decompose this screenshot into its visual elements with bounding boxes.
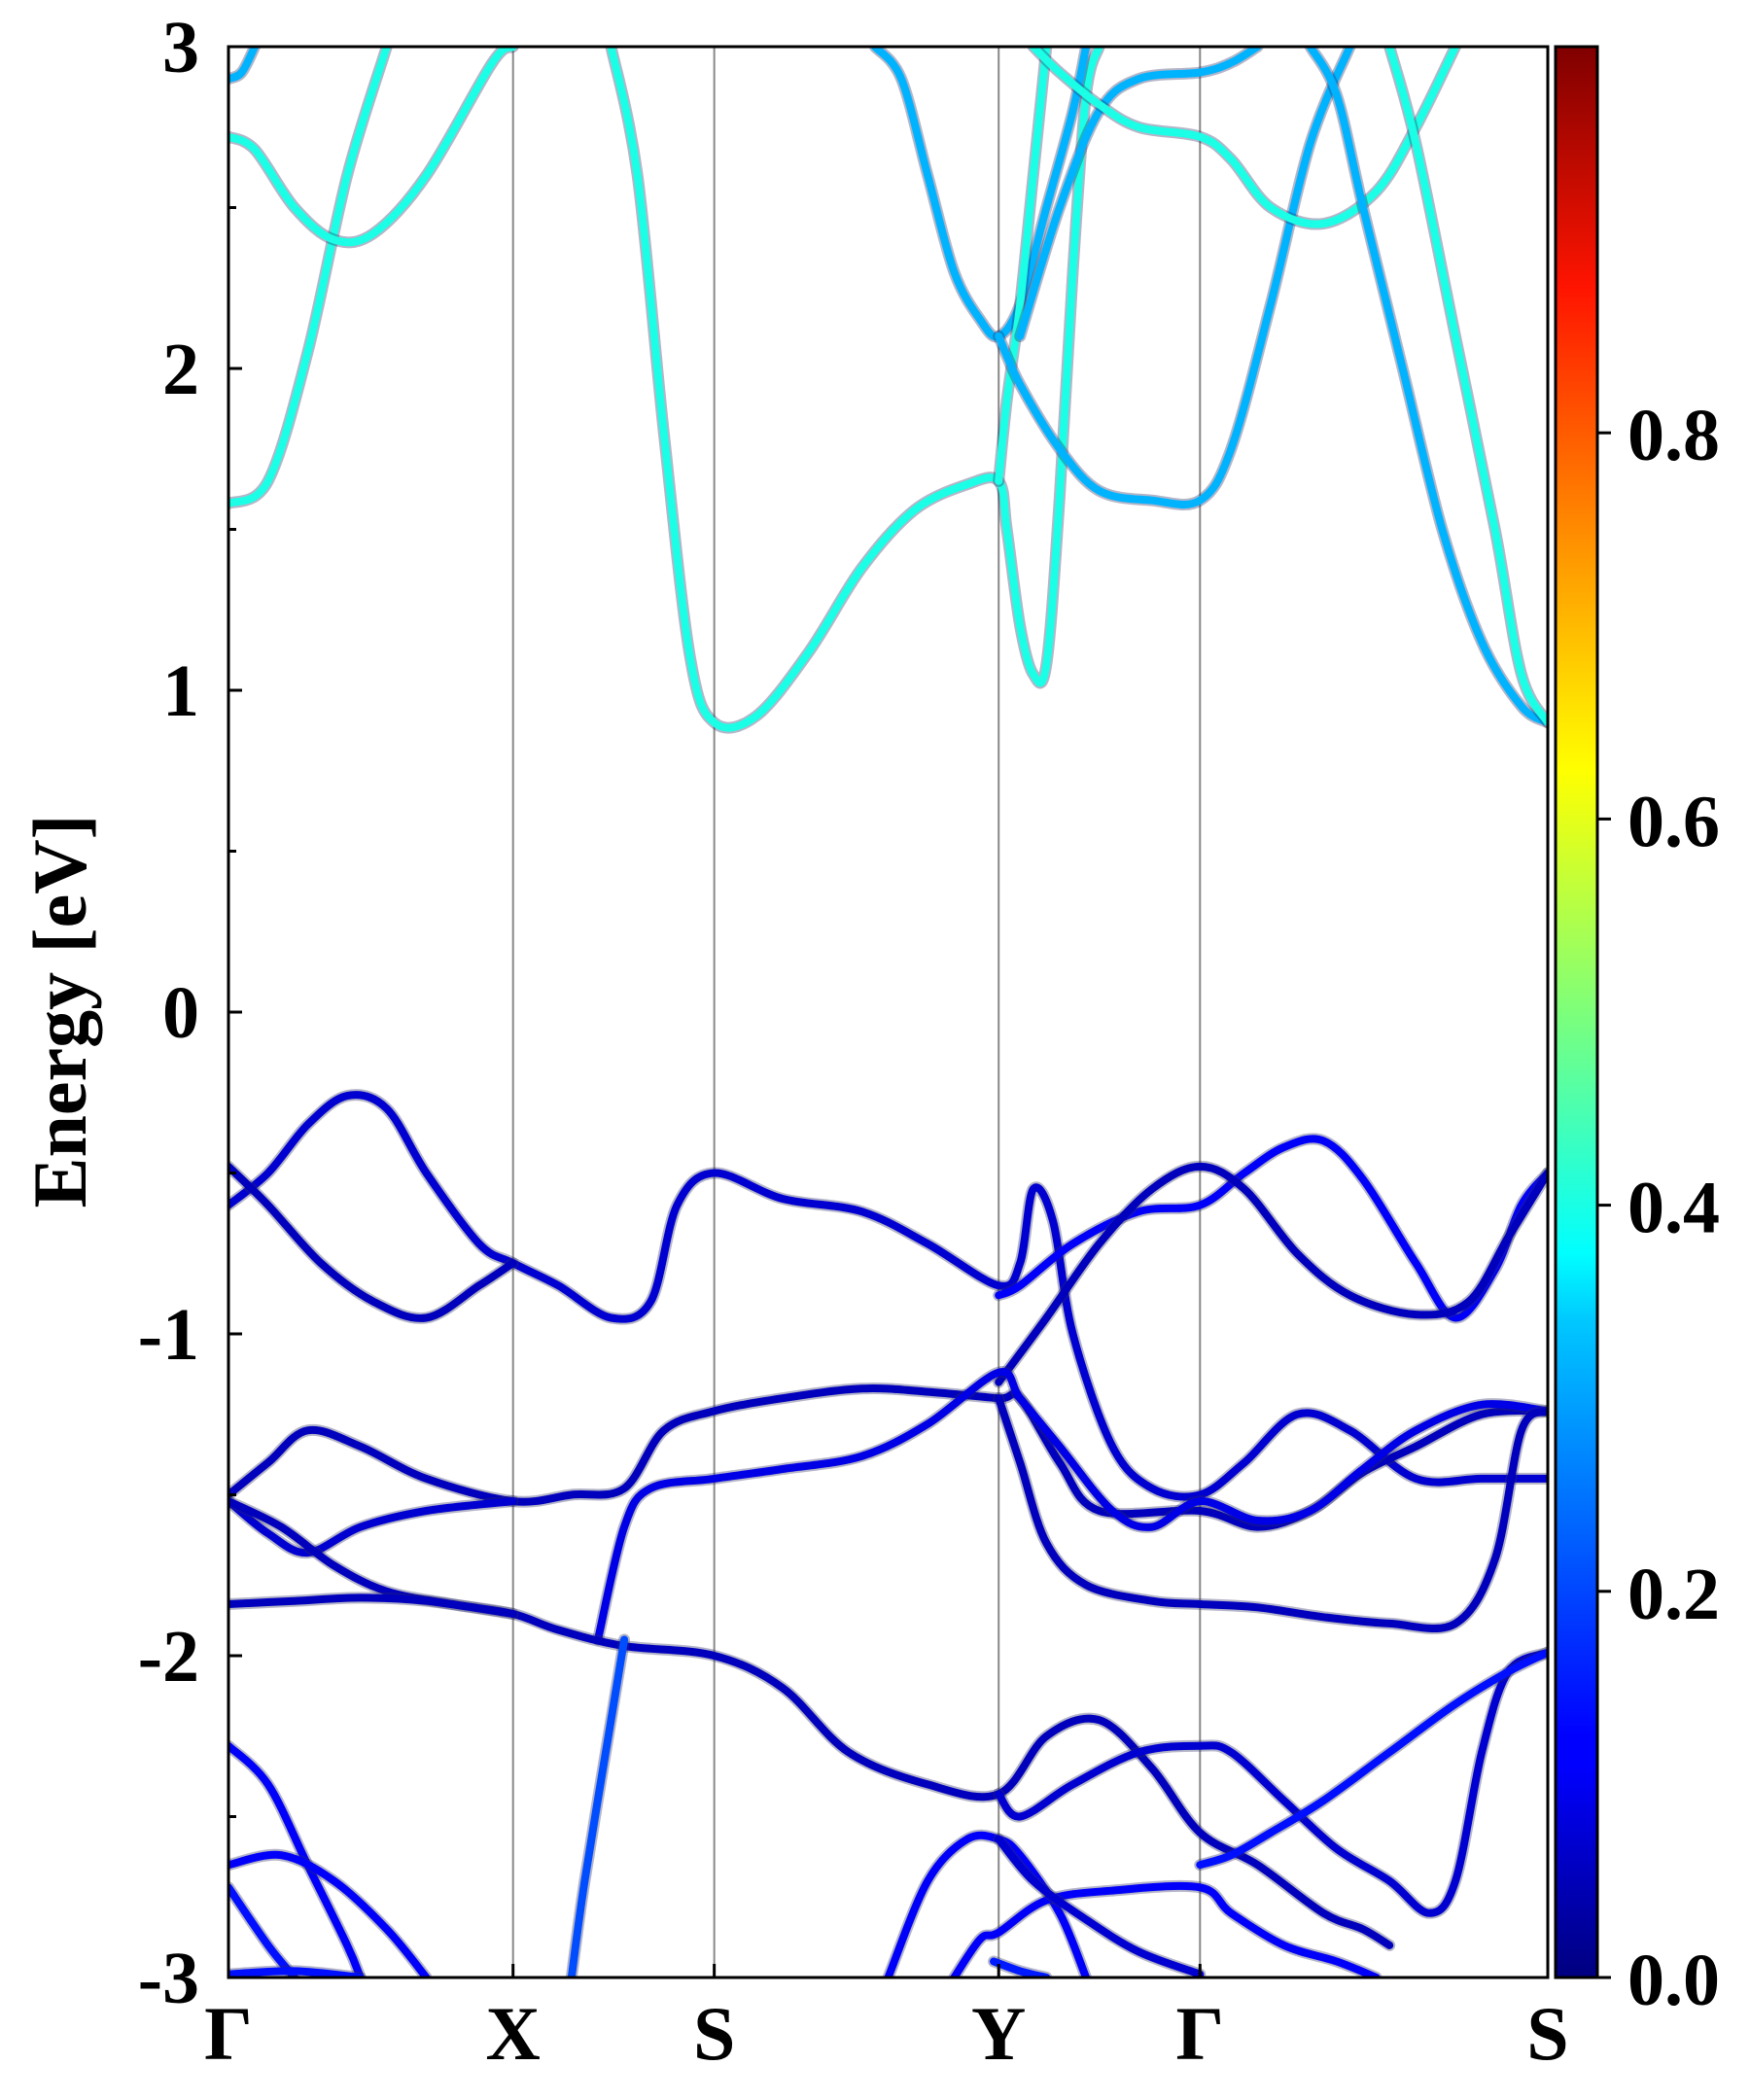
band-line-outline	[1194, 1646, 1548, 1872]
band-lines	[228, 47, 1548, 1978]
y-tick-label: -1	[138, 1294, 199, 1376]
colorbar-tick-label: 0.8	[1628, 395, 1720, 476]
colorbar-tick-label: 0.4	[1628, 1168, 1720, 1249]
k-point-label: Y	[971, 1991, 1026, 2076]
band-line	[995, 1394, 1548, 1633]
band-line	[1196, 1648, 1548, 1870]
band-line	[995, 47, 1354, 509]
y-tick-label: -3	[138, 1938, 199, 2019]
band-line	[1385, 47, 1548, 727]
band-line	[1029, 47, 1459, 228]
k-point-label: S	[1526, 1991, 1568, 2076]
colorbar-ticks: 0.0 0.2 0.4 0.6 0.8	[1597, 395, 1720, 2021]
y-tick-label: 1	[162, 650, 199, 732]
plot-frame	[227, 45, 1550, 1979]
band-line	[228, 1162, 517, 1322]
band-line	[995, 47, 1051, 485]
band-line	[995, 1162, 1548, 1386]
band-line	[607, 47, 1103, 732]
band-line	[228, 1091, 1548, 1501]
band-line-outline	[592, 1366, 1548, 1646]
band-line-outline	[228, 1495, 1396, 1951]
band-line	[228, 47, 517, 247]
band-line	[884, 1831, 1091, 1978]
band-line	[1016, 47, 1262, 340]
colorbar: 0.0 0.2 0.4 0.6 0.8	[1554, 45, 1720, 2021]
band-line	[1306, 47, 1548, 727]
k-point-label: S	[693, 1991, 735, 2076]
band-line	[228, 1850, 431, 1978]
band-line	[567, 1635, 629, 1978]
band-line	[995, 1835, 1205, 1978]
band-line	[228, 1593, 517, 1618]
band-line	[228, 1883, 298, 1978]
band-line	[950, 1881, 1381, 1978]
band-line	[228, 1497, 517, 1558]
y-axis-label: Energy [eV]	[18, 814, 102, 1208]
band-line	[594, 1368, 1548, 1644]
band-line	[995, 1648, 1548, 1917]
plot-area: -3 -2 -1 0 1 2 3 Γ X S Y Γ S	[138, 7, 1569, 2076]
y-axis-ticks: -3 -2 -1 0 1 2 3	[138, 7, 242, 2019]
y-tick-label: 2	[162, 329, 199, 410]
k-point-label: Γ	[204, 1991, 253, 2076]
band-line	[870, 47, 1091, 341]
colorbar-tick-label: 0.0	[1628, 1940, 1720, 2021]
k-point-label: X	[486, 1991, 541, 2076]
band-line	[228, 47, 260, 84]
band-line	[228, 1497, 1394, 1949]
y-tick-label: -2	[138, 1616, 199, 1698]
y-tick-label: 3	[162, 7, 199, 88]
y-tick-label: 0	[162, 972, 199, 1054]
band-line	[228, 47, 391, 508]
band-line	[228, 1967, 365, 1978]
band-line-outline	[228, 47, 519, 249]
colorbar-gradient	[1554, 45, 1599, 1979]
k-point-label: Γ	[1175, 1991, 1224, 2076]
colorbar-tick-label: 0.2	[1628, 1554, 1720, 1635]
colorbar-tick-label: 0.6	[1628, 781, 1720, 862]
